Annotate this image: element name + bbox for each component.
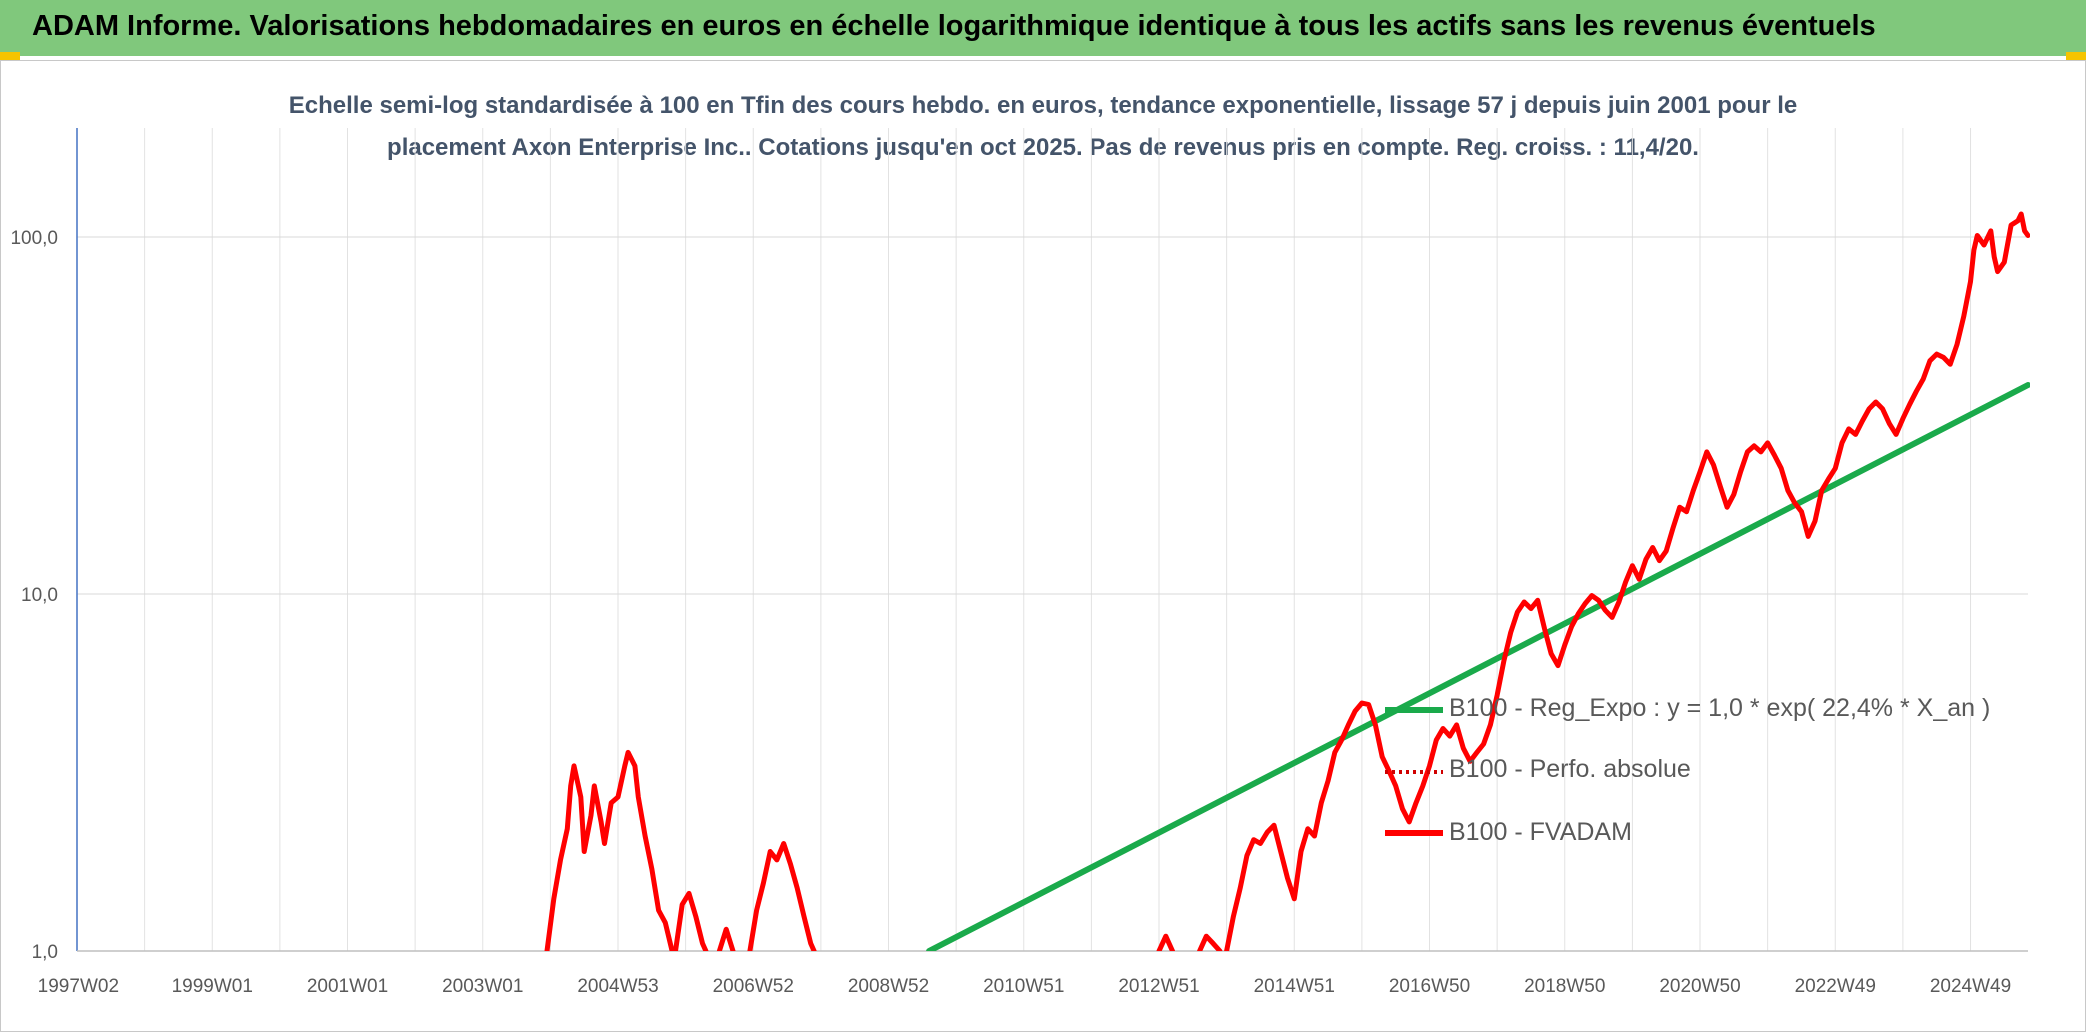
series-line-fvadam <box>544 749 675 951</box>
series-line-fvadam <box>1156 933 1175 951</box>
series-line-fvadam <box>673 890 709 951</box>
x-tick-label: 2018W50 <box>1524 976 1605 997</box>
x-tick-label: 2024W49 <box>1930 976 2011 997</box>
x-tick-label: 2022W49 <box>1795 976 1876 997</box>
series-line-fvadam <box>1197 933 1223 951</box>
x-tick-label: 2008W52 <box>848 976 929 997</box>
x-tick-label: 2014W51 <box>1254 976 1335 997</box>
x-tick-label: 2016W50 <box>1389 976 1470 997</box>
series-line-fvadam <box>716 926 736 951</box>
x-tick-label: 2006W52 <box>713 976 794 997</box>
legend-swatches <box>1385 707 1443 836</box>
y-tick-labels: 1,0 10,0 100,0 <box>10 228 58 963</box>
y-tick-label: 100,0 <box>10 228 58 249</box>
y-tick-label: 1,0 <box>32 942 58 963</box>
legend-label-reg-expo: B100 - Reg_Expo : y = 1,0 * exp( 22,4% *… <box>1449 694 1991 722</box>
chart-title-line-1: Echelle semi-log standardisée à 100 en T… <box>288 92 1798 119</box>
x-tick-label: 1997W02 <box>38 976 119 997</box>
report-title: ADAM Informe. Valorisations hebdomadaire… <box>32 10 1876 42</box>
x-tick-label: 2010W51 <box>983 976 1064 997</box>
horizontal-gridlines <box>77 236 2028 595</box>
x-tick-labels: 1997W02 1999W01 2001W01 2003W01 2004W53 2006W… <box>38 976 2012 997</box>
y-tick-label: 10,0 <box>21 585 58 606</box>
series-layer <box>544 211 2030 951</box>
series-line-fvadam <box>1224 211 2030 951</box>
x-tick-label: 1999W01 <box>172 976 253 997</box>
x-tick-label: 2001W01 <box>307 976 388 997</box>
legend-label-fvadam: B100 - FVADAM <box>1449 818 1632 846</box>
vertical-gridlines <box>144 128 1972 951</box>
series-line-fvadam <box>747 841 817 951</box>
x-tick-label: 2003W01 <box>442 976 523 997</box>
chart-title-line-2: placement Axon Enterprise Inc.. Cotation… <box>387 134 1699 161</box>
title-banner: ADAM Informe. Valorisations hebdomadaire… <box>0 0 2086 56</box>
x-tick-label: 2020W50 <box>1659 976 1740 997</box>
x-tick-label: 2004W53 <box>577 976 658 997</box>
legend-label-perfo-absolue: B100 - Perfo. absolue <box>1449 755 1691 783</box>
series-line-reg-expo <box>926 382 2030 951</box>
x-tick-label: 2012W51 <box>1118 976 1199 997</box>
